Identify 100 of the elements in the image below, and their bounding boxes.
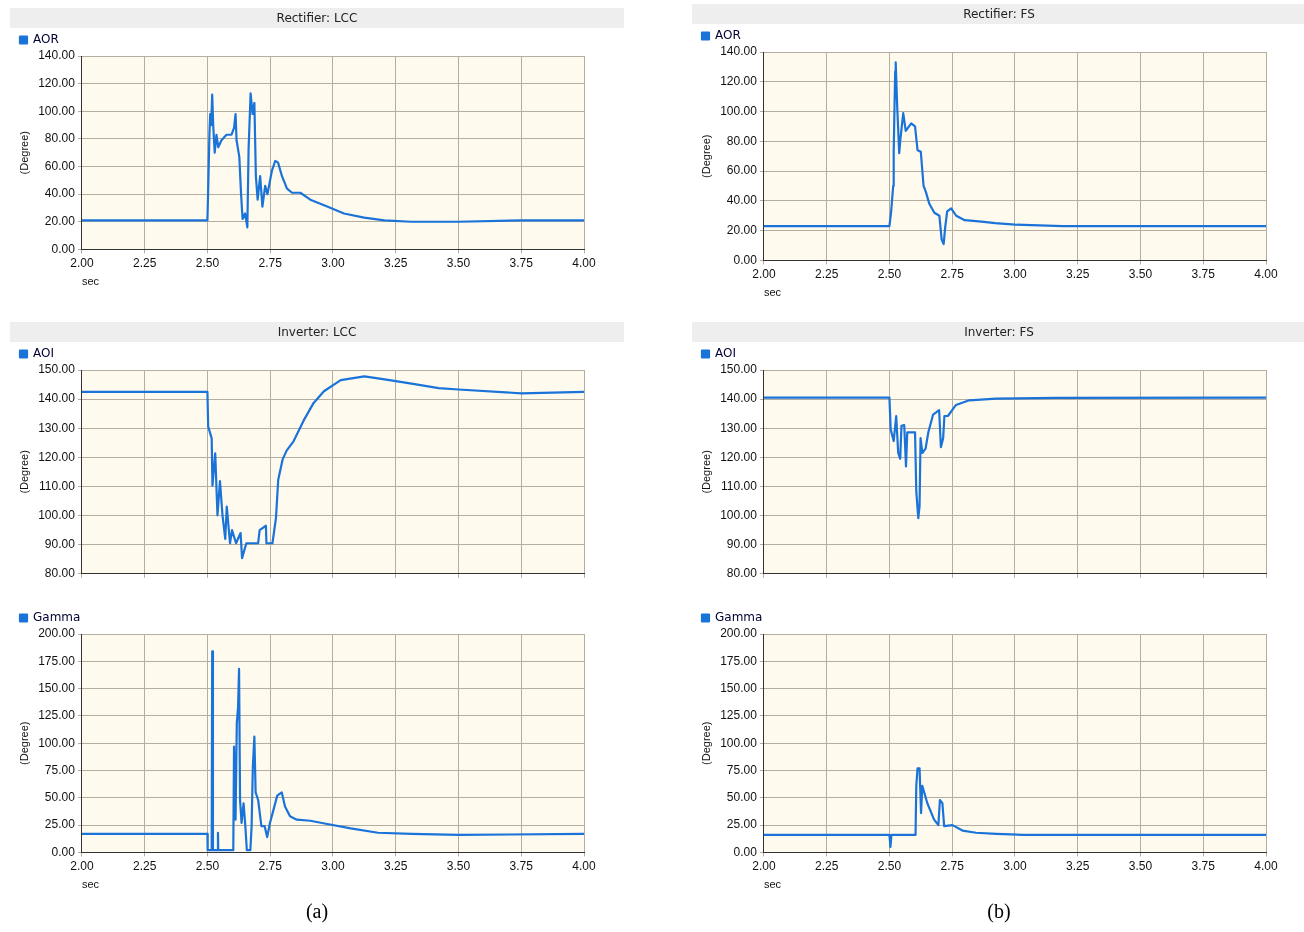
- y-tick-label: 25.00: [726, 817, 758, 832]
- y-tick-label: 0.00: [733, 252, 758, 267]
- y-tick-label: 100.00: [38, 103, 76, 118]
- x-tick-label: 3.25: [384, 255, 408, 270]
- x-tick-label: 2.25: [132, 255, 157, 270]
- y-tick-label: 110.00: [39, 478, 76, 493]
- y-tick-label: 120.00: [38, 75, 76, 90]
- y-tick-label: 0.00: [51, 844, 76, 859]
- y-axis-title: (Degree): [17, 721, 30, 765]
- x-tick-label: 3.50: [446, 255, 471, 270]
- y-tick-label: 100.00: [38, 507, 76, 522]
- x-axis-title: sec: [81, 275, 100, 288]
- x-tick-label: 4.00: [572, 255, 596, 270]
- x-tick-label: 3.75: [1191, 858, 1216, 873]
- x-tick-label: 3.50: [1128, 266, 1153, 281]
- x-tick-label: 3.75: [509, 255, 534, 270]
- legend-label: Gamma: [33, 610, 81, 625]
- y-tick-label: 80.00: [44, 131, 76, 146]
- x-tick-label: 3.00: [1003, 266, 1027, 281]
- y-tick-label: 140.00: [38, 48, 76, 63]
- y-tick-label: 100.00: [720, 735, 758, 750]
- chart-title: Rectifier: LCC: [10, 8, 624, 28]
- y-tick-label: 75.00: [726, 762, 758, 777]
- chart-title: Inverter: FS: [692, 322, 1304, 342]
- y-tick-label: 60.00: [726, 163, 758, 178]
- x-tick-label: 4.00: [1254, 858, 1278, 873]
- y-tick-label: 175.00: [720, 653, 758, 668]
- text: (a): [304, 900, 330, 923]
- legend-label: AOI: [715, 346, 736, 361]
- y-tick-label: 120.00: [720, 74, 758, 89]
- y-tick-label: 150.00: [38, 362, 76, 377]
- x-tick-label: 3.00: [1003, 858, 1027, 873]
- legend-label: AOR: [715, 28, 741, 43]
- y-tick-label: 120.00: [38, 449, 76, 464]
- y-tick-label: 120.00: [720, 449, 758, 464]
- y-tick-label: 130.00: [720, 420, 758, 435]
- y-axis-title: (Degree): [699, 450, 712, 494]
- x-tick-label: 4.00: [572, 858, 596, 873]
- x-tick-label: 3.50: [446, 858, 471, 873]
- y-axis-title: (Degree): [17, 131, 30, 175]
- y-tick-label: 90.00: [726, 537, 758, 551]
- chart-title: Inverter: LCC: [10, 322, 624, 342]
- y-tick-label: 80.00: [726, 133, 758, 148]
- x-tick-label: 2.75: [258, 858, 283, 873]
- x-tick-label: 2.50: [195, 255, 220, 270]
- y-tick-label: 90.00: [44, 537, 76, 551]
- legend-label: AOR: [33, 32, 59, 47]
- x-tick-label: 3.75: [509, 858, 534, 873]
- y-tick-label: 60.00: [44, 158, 76, 173]
- x-tick-label: 3.75: [1191, 266, 1216, 281]
- x-tick-label: 2.00: [70, 858, 94, 873]
- y-tick-label: 40.00: [726, 193, 758, 208]
- y-tick-label: 0.00: [51, 241, 76, 256]
- y-tick-label: 0.00: [733, 844, 758, 859]
- y-tick-label: 150.00: [38, 680, 76, 695]
- y-tick-label: 140.00: [720, 44, 758, 59]
- x-axis-title: sec: [763, 286, 782, 299]
- y-tick-label: 80.00: [44, 566, 76, 581]
- y-tick-label: 25.00: [44, 817, 76, 832]
- x-tick-label: 2.75: [940, 858, 965, 873]
- y-axis-title: (Degree): [699, 134, 712, 178]
- x-tick-label: 2.25: [814, 266, 839, 281]
- y-tick-label: 130.00: [38, 420, 76, 435]
- y-tick-label: 20.00: [726, 222, 758, 237]
- chart-title: Rectifier: FS: [692, 4, 1304, 24]
- x-tick-label: 2.50: [877, 266, 902, 281]
- x-tick-label: 2.75: [258, 255, 283, 270]
- y-tick-label: 125.00: [38, 708, 76, 723]
- y-tick-label: 125.00: [720, 708, 758, 723]
- x-tick-label: 2.00: [752, 266, 776, 281]
- legend-label: Gamma: [715, 610, 763, 625]
- y-tick-label: 110.00: [721, 478, 758, 493]
- y-axis-title: (Degree): [17, 450, 30, 494]
- y-tick-label: 50.00: [726, 790, 758, 805]
- x-tick-label: 2.75: [940, 266, 965, 281]
- y-tick-label: 150.00: [720, 680, 758, 695]
- y-tick-label: 50.00: [44, 790, 76, 805]
- legend-label: AOI: [33, 346, 54, 361]
- x-tick-label: 3.00: [321, 255, 345, 270]
- y-tick-label: 100.00: [38, 735, 76, 750]
- x-tick-label: 2.25: [132, 858, 157, 873]
- x-tick-label: 2.00: [752, 858, 776, 873]
- y-tick-label: 40.00: [44, 186, 76, 201]
- y-tick-label: 100.00: [720, 103, 758, 118]
- y-tick-label: 80.00: [726, 566, 758, 581]
- y-tick-label: 100.00: [720, 507, 758, 522]
- text: (b): [986, 900, 1012, 923]
- y-tick-label: 20.00: [44, 214, 76, 229]
- y-tick-label: 140.00: [38, 391, 76, 406]
- y-axis-title: (Degree): [699, 721, 712, 765]
- x-axis-title: sec: [763, 878, 782, 891]
- y-tick-label: 200.00: [720, 626, 758, 641]
- x-tick-label: 3.50: [1128, 858, 1153, 873]
- x-tick-label: 3.25: [1066, 266, 1090, 281]
- x-tick-label: 2.50: [195, 858, 220, 873]
- y-tick-label: 200.00: [38, 626, 76, 641]
- x-tick-label: 2.00: [70, 255, 94, 270]
- x-tick-label: 3.25: [384, 858, 408, 873]
- x-tick-label: 4.00: [1254, 266, 1278, 281]
- x-tick-label: 3.00: [321, 858, 345, 873]
